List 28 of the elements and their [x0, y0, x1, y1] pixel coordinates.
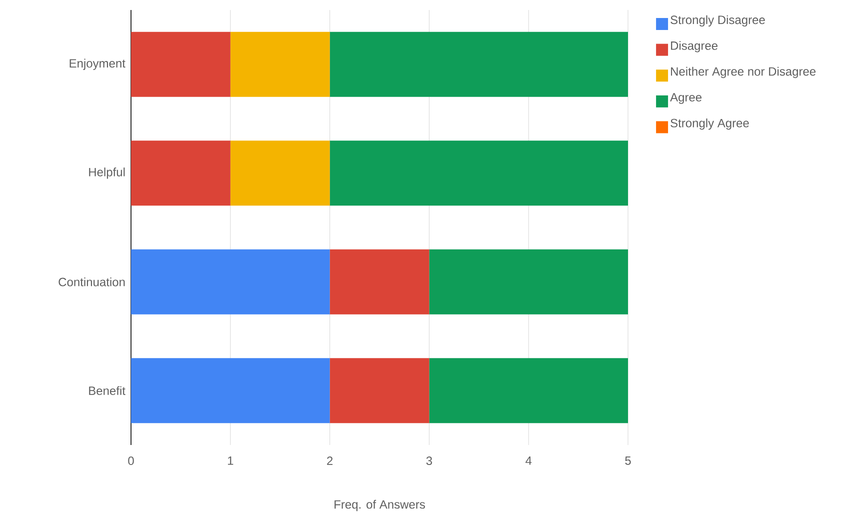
bar	[131, 32, 230, 97]
x-tick-label: 2	[327, 456, 333, 465]
legend-label: Neither Agree nor Disagree	[671, 66, 816, 78]
x-tick-label: 5	[625, 456, 631, 465]
bar	[131, 140, 230, 206]
bar	[131, 358, 330, 424]
y-tick-label: Enjoyment	[70, 58, 126, 70]
y-tick-label: Benefit	[89, 386, 126, 396]
bar	[429, 249, 628, 314]
x-tick-label: 4	[526, 456, 532, 465]
bar	[330, 32, 628, 97]
bar	[131, 249, 330, 314]
bar	[230, 140, 330, 206]
bar	[330, 249, 430, 314]
bar	[330, 140, 628, 206]
y-tick-label: Continuation	[58, 277, 125, 286]
bar	[429, 358, 628, 424]
x-tick-label: 0	[128, 456, 134, 466]
legend-label: Strongly Agree	[670, 118, 749, 130]
bar	[330, 358, 430, 424]
legend-label: Disagree	[671, 41, 718, 52]
x-tick-label: 1	[228, 456, 234, 465]
bar	[230, 32, 330, 97]
x-tick-label: 3	[426, 456, 432, 466]
legend-label: Strongly Disagree	[670, 15, 765, 26]
y-tick-label: Helpful	[89, 168, 125, 179]
x-axis-title: Freq. of Answers	[334, 500, 425, 512]
legend-label: Agree	[670, 93, 702, 104]
